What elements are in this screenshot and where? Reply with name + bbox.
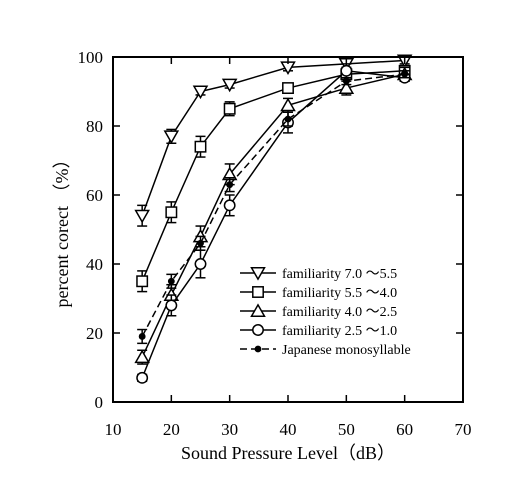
y-tick-label: 40 [86,255,103,274]
series-2-line [141,70,405,282]
data-point [167,277,175,285]
data-point [280,97,296,112]
data-point [194,258,207,270]
legend-label: familiarity 2.5 ～1.0 [282,324,397,339]
data-point [338,80,355,94]
legend-marker [254,345,262,353]
x-axis-title: Sound Pressure Level（dB） [181,443,395,463]
legend-label: familiarity 7.0 ～5.5 [282,267,397,282]
series-2 [136,64,411,293]
data-point [138,333,146,340]
legend-label: familiarity 5.5 ～4.0 [282,286,397,301]
data-point [194,140,207,153]
data-point [136,371,149,384]
y-tick-label: 80 [86,117,103,136]
data-point [192,85,209,100]
x-tick-label: 70 [455,420,472,439]
data-point [197,239,204,247]
data-point [340,64,353,77]
data-point [165,206,178,219]
legend-label: Japanese monosyllable [282,343,411,358]
legend-marker [250,303,266,317]
x-tick-label: 10 [105,420,122,439]
data-point [221,78,238,93]
legend: familiarity 7.0 ～5.5 familiarity 5.5 ～4.0… [240,267,411,358]
data-point [163,130,180,145]
data-point [342,77,350,85]
x-tick-label: 60 [396,420,413,439]
data-point [165,299,178,312]
y-tick-label: 20 [86,324,103,343]
x-tick-label: 20 [163,420,180,439]
series-5 [137,70,410,345]
data-point [401,70,409,78]
data-point [136,275,149,288]
legend-marker [252,286,264,298]
data-point [223,102,236,115]
data-point [282,82,294,94]
data-point [223,199,236,212]
x-tick-label: 40 [280,420,297,439]
y-tick-label: 60 [86,186,103,205]
x-tick-label: 50 [338,420,355,439]
data-point [226,181,234,189]
data-point [284,115,292,123]
y-axis-title: percent corect （%） [52,151,72,308]
x-tick-label: 30 [221,420,238,439]
legend-marker [252,324,264,336]
axis-ticks: 10 20 30 40 50 60 70 0 20 40 60 80 100 [78,48,472,439]
data-point [134,209,150,224]
data-point [134,349,150,364]
y-tick-label: 0 [95,393,104,412]
y-tick-label: 100 [78,48,104,67]
legend-marker [250,267,266,281]
legend-label: familiarity 4.0 ～2.5 [282,305,397,320]
